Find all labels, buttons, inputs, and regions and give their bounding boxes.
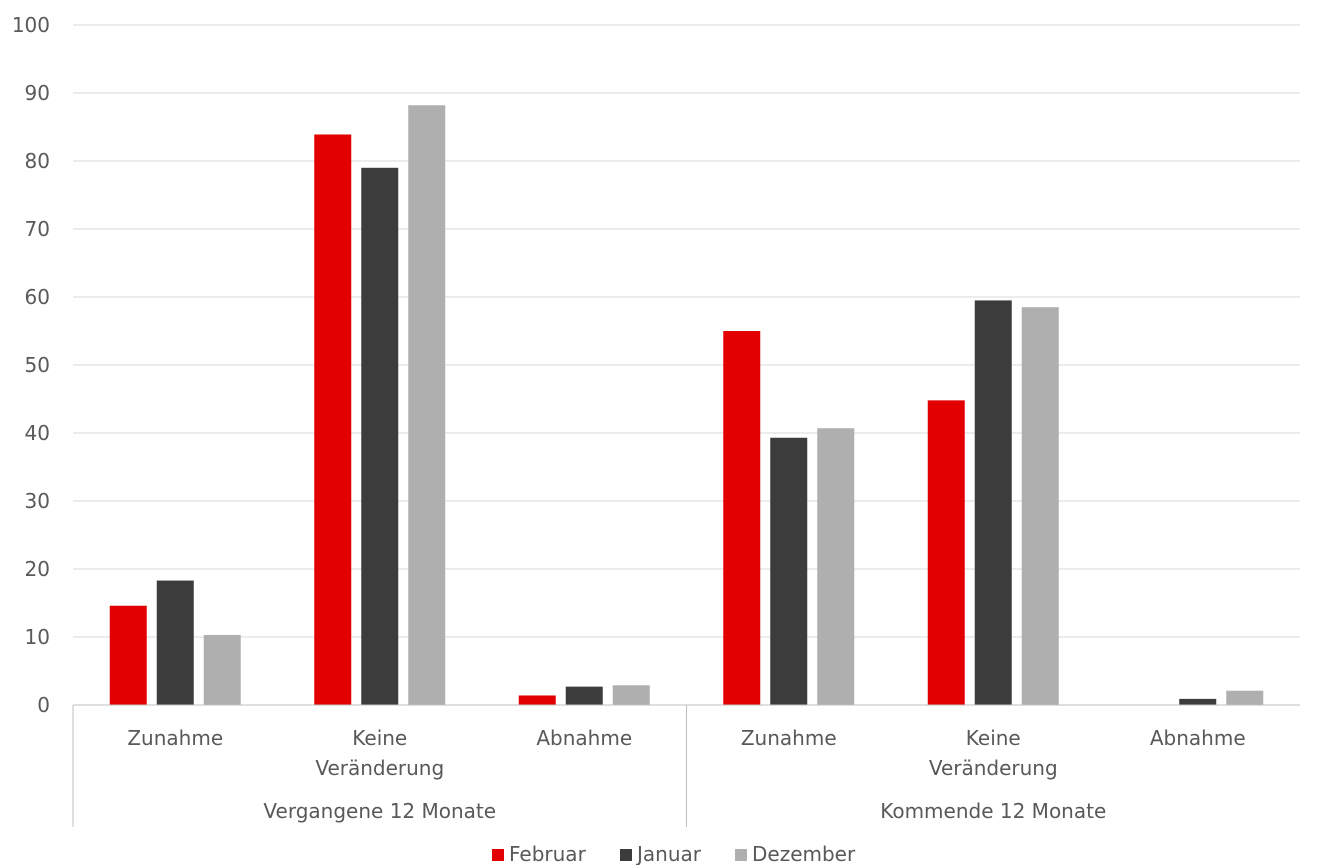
y-tick-label: 50 <box>25 353 50 377</box>
x-axis: Zunahme Keine Veränderung Abnahme Vergangene… <box>72 704 1300 827</box>
category-label: Keine Veränderung <box>315 726 444 780</box>
category-label: Keine Veränderung <box>929 726 1058 780</box>
bar-dezember <box>817 428 855 705</box>
legend-swatch-februar <box>492 849 504 861</box>
category-label: Abnahme <box>1150 726 1246 750</box>
y-tick-label: 30 <box>25 489 50 513</box>
bar-januar <box>361 167 399 706</box>
bar-januar <box>156 580 194 705</box>
bar-dezember <box>1226 690 1264 705</box>
bars <box>109 105 1264 706</box>
y-tick-label: 10 <box>25 625 50 649</box>
y-tick-label: 40 <box>25 421 50 445</box>
bar-januar <box>974 300 1012 705</box>
bar-februar <box>927 400 965 705</box>
group-label: Kommende 12 Monate <box>880 799 1106 823</box>
bar-februar <box>314 134 352 706</box>
bar-januar <box>565 686 603 705</box>
y-tick-label: 60 <box>25 285 50 309</box>
y-tick-label: 0 <box>37 693 50 717</box>
legend: Februar Januar Dezember <box>492 842 856 865</box>
bar-januar <box>770 437 808 705</box>
bar-dezember <box>408 105 446 706</box>
category-label: Abnahme <box>536 726 632 750</box>
group-label: Vergangene 12 Monate <box>263 799 496 823</box>
y-tick-label: 70 <box>25 217 50 241</box>
category-label: Zunahme <box>741 726 837 750</box>
legend-label-dezember: Dezember <box>752 842 856 865</box>
bar-januar <box>1179 698 1217 705</box>
legend-swatch-januar <box>620 849 632 861</box>
y-tick-label: 100 <box>12 13 50 37</box>
bar-februar <box>109 605 147 705</box>
bar-dezember <box>612 685 650 705</box>
y-axis: 0 10 20 30 40 50 60 70 80 90 100 <box>12 13 50 717</box>
category-label: Zunahme <box>127 726 223 750</box>
gridlines <box>73 24 1300 706</box>
y-tick-label: 20 <box>25 557 50 581</box>
y-tick-label: 90 <box>25 81 50 105</box>
legend-label-februar: Februar <box>509 842 587 865</box>
bar-dezember <box>203 634 241 705</box>
bar-februar <box>723 331 761 705</box>
bar-dezember <box>1021 307 1059 705</box>
legend-swatch-dezember <box>735 849 747 861</box>
bar-februar <box>518 695 556 705</box>
y-tick-label: 80 <box>25 149 50 173</box>
legend-label-januar: Januar <box>635 842 702 865</box>
